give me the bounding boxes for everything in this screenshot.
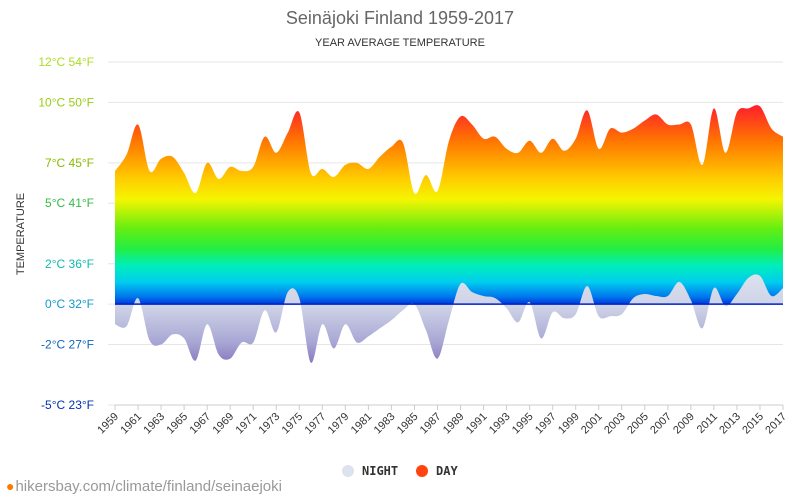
x-tick-label: 1975 (280, 411, 306, 437)
x-tick-label: 2007 (648, 411, 674, 437)
y-tick-label: 7°C 45°F (45, 156, 94, 170)
x-tick-label: 2001 (579, 411, 605, 437)
x-tick-label: 1989 (441, 411, 467, 437)
x-tick-label: 1981 (349, 411, 375, 437)
map-pin-icon: ● (6, 478, 15, 494)
footer-link[interactable]: ●hikersbay.com/climate/finland/seinaejok… (6, 478, 282, 495)
x-tick-label: 2015 (740, 411, 766, 437)
x-tick-label: 1967 (187, 411, 213, 437)
legend-marker-day[interactable] (416, 465, 428, 477)
x-tick-label: 1995 (510, 411, 536, 437)
chart-title: Seinäjoki Finland 1959-2017 (286, 8, 514, 28)
legend-label-night[interactable]: NIGHT (362, 464, 398, 478)
x-tick-label: 1993 (487, 411, 513, 437)
x-tick-label: 1985 (395, 411, 421, 437)
x-tick-label: 1961 (118, 411, 144, 437)
x-tick-label: 1991 (464, 411, 490, 437)
x-tick-label: 1959 (95, 411, 121, 437)
y-tick-label: 10°C 50°F (38, 95, 94, 109)
legend-marker-night[interactable] (342, 465, 354, 477)
x-tick-label: 1971 (234, 411, 260, 437)
y-tick-label: 5°C 41°F (45, 196, 94, 210)
x-tick-label: 2003 (602, 411, 628, 437)
x-tick-label: 2009 (671, 411, 697, 437)
x-tick-label: 1983 (372, 411, 398, 437)
y-tick-label: 12°C 54°F (38, 55, 94, 69)
x-tick-label: 2005 (625, 411, 651, 437)
y-tick-label: 0°C 32°F (45, 297, 94, 311)
x-tick-label: 1987 (418, 411, 444, 437)
y-tick-label: 2°C 36°F (45, 257, 94, 271)
x-tick-label: 1977 (303, 411, 329, 437)
x-tick-label: 1997 (533, 411, 559, 437)
legend-label-day[interactable]: DAY (436, 464, 458, 478)
x-tick-label: 1973 (257, 411, 283, 437)
x-tick-label: 1979 (326, 411, 352, 437)
x-tick-label: 1963 (141, 411, 167, 437)
series-area-night (115, 274, 783, 363)
x-tick-label: 2013 (717, 411, 743, 437)
x-tick-label: 2011 (695, 411, 720, 436)
series-areas (115, 105, 783, 363)
x-tick-label: 1965 (164, 411, 190, 437)
x-tick-label: 2017 (763, 411, 789, 437)
x-tick-label: 1969 (210, 411, 236, 437)
footer-text: hikersbay.com/climate/finland/seinaejoki (15, 478, 282, 495)
y-axis-label: TEMPERATURE (15, 193, 27, 275)
series-area-day (115, 105, 783, 305)
x-tick-label: 1999 (556, 411, 582, 437)
legend[interactable]: NIGHT DAY (342, 464, 458, 478)
chart-subtitle: YEAR AVERAGE TEMPERATURE (315, 37, 485, 49)
y-tick-label: -2°C 27°F (41, 337, 94, 351)
y-tick-label: -5°C 23°F (41, 398, 94, 412)
